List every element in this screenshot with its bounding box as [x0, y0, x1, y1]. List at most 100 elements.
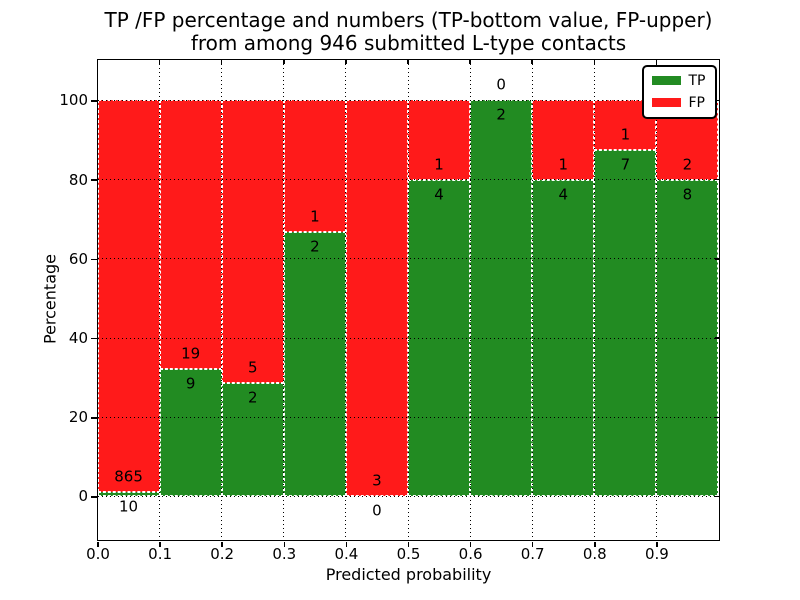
y-tick-label: 60 — [68, 249, 88, 268]
top-inward-tick — [407, 59, 409, 64]
tp-legend-swatch — [651, 76, 681, 85]
y-tick — [91, 258, 97, 261]
fp-count-label: 19 — [181, 344, 201, 363]
right-inward-tick — [714, 337, 719, 339]
y-tick-label: 40 — [68, 329, 88, 348]
v-gridline — [159, 59, 161, 540]
fp-bar-segment — [532, 100, 595, 180]
y-tick-label: 80 — [68, 170, 88, 189]
top-inward-tick — [593, 59, 596, 64]
y-tick-label: 100 — [59, 91, 88, 110]
top-inward-tick — [220, 59, 223, 64]
fp-count-label: 5 — [247, 358, 258, 377]
v-gridline — [593, 59, 595, 540]
top-inward-tick — [469, 59, 471, 64]
chart-title-line2: from among 946 submitted L-type contacts — [190, 31, 627, 55]
tp-count-label: 4 — [434, 185, 444, 204]
x-tick — [407, 541, 410, 547]
tp-count-label: 7 — [620, 155, 631, 174]
fp-count-label: 3 — [372, 471, 382, 490]
x-tick — [345, 541, 348, 547]
chart-title: TP /FP percentage and numbers (TP-bottom… — [98, 9, 719, 55]
tp-count-label: 2 — [496, 105, 506, 124]
right-inward-tick — [714, 178, 719, 181]
x-tick — [594, 541, 596, 547]
fp-legend-label: FP — [688, 94, 706, 111]
v-gridline — [283, 59, 285, 540]
fp-count-label: 2 — [682, 155, 693, 174]
x-tick-label: 0.1 — [148, 545, 173, 563]
legend-entry-fp: FP — [651, 94, 706, 111]
y-tick-label: 0 — [78, 487, 88, 506]
x-tick-label: 0.0 — [86, 545, 110, 563]
chart-title-line1: TP /FP percentage and numbers (TP-bottom… — [104, 8, 713, 32]
tp-count-label: 2 — [310, 237, 320, 256]
x-axis-label: Predicted probability — [325, 565, 492, 584]
x-tick-label: 0.3 — [272, 545, 297, 563]
x-tick-label: 0.9 — [644, 545, 669, 563]
fp-bar-segment — [345, 100, 408, 497]
x-tick-label: 0.4 — [334, 545, 359, 563]
tp-bar-segment — [470, 100, 533, 497]
tp-count-label: 0 — [372, 501, 382, 520]
fp-count-label: 0 — [496, 75, 506, 94]
tp-bar-segment — [594, 149, 657, 497]
v-gridline — [469, 59, 471, 540]
v-gridline — [221, 59, 223, 540]
x-tick — [531, 541, 534, 547]
tp-count-label: 10 — [119, 497, 139, 516]
y-tick — [91, 179, 97, 181]
right-inward-tick — [714, 495, 719, 498]
tp-bar-segment — [221, 383, 284, 497]
fp-count-label: 1 — [310, 207, 320, 226]
x-tick — [159, 541, 161, 547]
tp-count-label: 8 — [682, 185, 693, 204]
fp-legend-swatch — [651, 98, 681, 107]
tp-legend-label: TP — [688, 72, 706, 89]
top-inward-tick — [283, 59, 285, 64]
top-inward-tick — [96, 59, 99, 64]
right-inward-tick — [714, 258, 719, 260]
y-tick-label: 20 — [68, 408, 88, 427]
x-tick-label: 0.7 — [520, 545, 545, 563]
x-tick-label: 0.8 — [582, 545, 607, 563]
v-gridline — [407, 59, 409, 540]
fp-bar-segment — [221, 100, 284, 384]
x-tick-label: 0.5 — [396, 545, 421, 563]
x-tick — [656, 541, 658, 547]
x-tick-label: 0.2 — [210, 545, 235, 563]
y-tick — [91, 496, 97, 498]
tp-count-label: 9 — [185, 374, 196, 393]
top-inward-tick — [158, 59, 161, 64]
fp-bar-segment — [408, 100, 471, 180]
fp-count-label: 1 — [434, 155, 444, 174]
right-inward-tick — [714, 99, 719, 102]
legend-entry-tp: TP — [651, 72, 706, 89]
legend: TP FP — [641, 64, 717, 119]
x-tick-label: 0.6 — [458, 545, 483, 563]
tp-count-label: 2 — [247, 388, 258, 407]
top-inward-tick — [345, 59, 347, 64]
fp-count-label: 1 — [558, 155, 569, 174]
top-inward-tick — [655, 59, 658, 64]
x-tick — [283, 541, 286, 547]
plot-area: TP FP 865 10 19 9 5 2 1 2 3 0 1 4 0 2 1 4 1 7 2 8 — [96, 58, 720, 541]
fp-bar-segment — [159, 100, 222, 370]
x-tick — [469, 541, 472, 547]
v-gridline — [655, 59, 657, 540]
x-tick — [97, 541, 99, 547]
right-inward-tick — [714, 416, 719, 419]
v-gridline — [345, 59, 347, 540]
fp-count-label: 1 — [620, 125, 631, 144]
v-gridline — [531, 59, 533, 540]
y-tick — [91, 100, 97, 102]
x-tick — [221, 541, 223, 547]
fp-count-label: 865 — [114, 467, 143, 486]
y-tick — [91, 337, 97, 340]
tp-count-label: 4 — [558, 185, 569, 204]
tp-bar-segment — [283, 232, 346, 497]
top-inward-tick — [531, 59, 533, 64]
y-tick — [91, 417, 97, 419]
fp-bar-segment — [97, 100, 160, 492]
